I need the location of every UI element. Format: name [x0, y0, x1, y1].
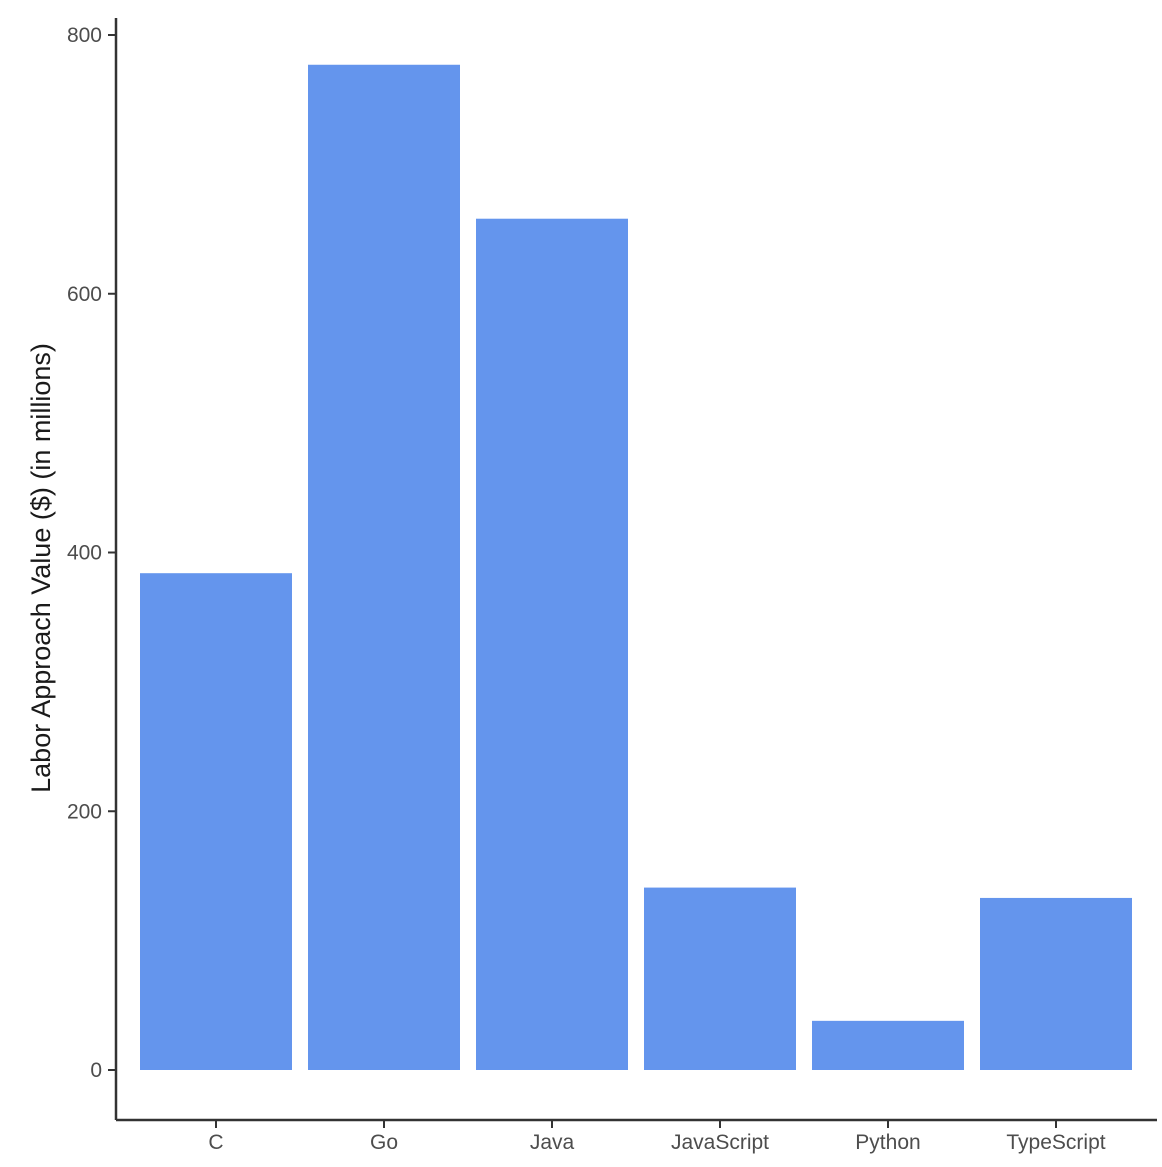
x-axis: C Go Java JavaScript Python TypeScript [116, 1118, 1157, 1154]
bar-java [476, 218, 628, 1070]
y-tick-label: 800 [67, 24, 102, 47]
bar-go [308, 64, 460, 1071]
bar-javascript [644, 887, 796, 1070]
y-tick-label: 400 [67, 542, 102, 565]
bars-group [140, 64, 1132, 1071]
y-tick-label: 0 [90, 1059, 102, 1082]
x-tick-label: C [208, 1131, 223, 1154]
y-tick-label: 200 [67, 800, 102, 823]
bar-typescript [980, 897, 1132, 1070]
y-axis: 0 200 400 600 800 [67, 18, 118, 1120]
x-tick-label: Go [370, 1131, 398, 1154]
x-tick-label: JavaScript [671, 1131, 769, 1154]
bar-c [140, 573, 292, 1070]
y-tick-label: 600 [67, 283, 102, 306]
x-tick-label: Python [855, 1131, 920, 1154]
y-axis-title: Labor Approach Value ($) (in millions) [26, 343, 56, 793]
bar-python [812, 1020, 964, 1070]
x-tick-label: TypeScript [1006, 1131, 1105, 1154]
x-tick-label: Java [530, 1131, 575, 1154]
